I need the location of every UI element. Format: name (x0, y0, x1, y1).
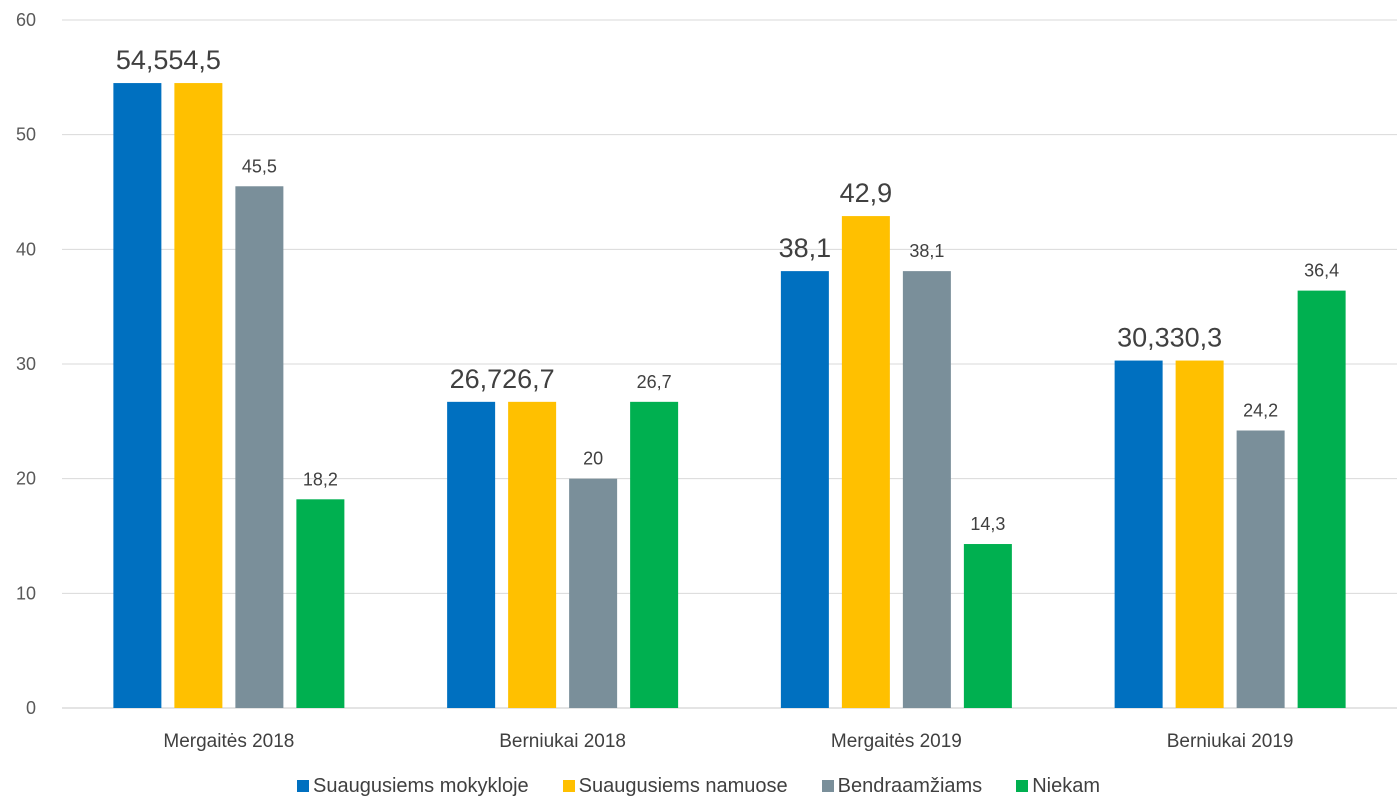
bar (113, 83, 162, 709)
y-tick-label: 10 (16, 583, 36, 603)
data-label: 45,5 (242, 156, 277, 176)
data-label: 24,2 (1243, 401, 1278, 421)
legend-label: Suaugusiems namuose (578, 774, 788, 797)
bar (902, 271, 951, 708)
legend-label: Bendraamžiams (837, 774, 983, 797)
legend-swatch (562, 780, 575, 792)
data-label: 36,4 (1304, 261, 1339, 281)
data-label: 20 (583, 449, 603, 469)
data-labels: 54,5 54,545,518,226,7 26,72026,738,142,938… (116, 45, 1339, 534)
data-label: 54,5 (116, 45, 169, 75)
bar (569, 478, 618, 708)
bar (630, 401, 679, 708)
bar (296, 499, 345, 708)
bar (174, 83, 223, 709)
y-tick-label: 30 (16, 354, 36, 374)
legend-item: Niekam (1016, 775, 1100, 798)
x-category-label: Berniukai 2018 (499, 731, 626, 752)
y-tick-label: 60 (16, 10, 36, 30)
bar (841, 216, 890, 708)
data-label: 54,5 (168, 45, 221, 75)
legend-swatch (297, 780, 309, 792)
bar (780, 271, 829, 708)
legend-item: Suaugusiems mokykloje (297, 775, 529, 798)
legend: Suaugusiems mokykloje Suaugusiems namuose… (0, 772, 1397, 800)
bar (235, 186, 284, 708)
data-label: 18,2 (303, 469, 338, 489)
x-axis: Mergaitės 2018 Berniukai 2018 Mergaitės 20… (163, 731, 1293, 752)
data-label: 38,1 (779, 233, 832, 263)
x-category-label: Mergaitės 2018 (163, 731, 294, 752)
x-category-label: Berniukai 2019 (1167, 731, 1294, 752)
legend-item: Bendraamžiams (821, 774, 983, 798)
data-label: 26,7 (502, 364, 555, 394)
legend-item: Suaugusiems namuose (562, 774, 788, 798)
bar (508, 401, 557, 708)
bar (963, 544, 1012, 708)
bar (1114, 360, 1163, 708)
y-tick-label: 50 (16, 125, 36, 145)
y-tick-label: 40 (16, 239, 36, 259)
bar (1297, 290, 1346, 708)
data-label: 26,7 (637, 372, 672, 392)
data-label: 42,9 (840, 178, 893, 208)
y-axis: 0 10 20 30 40 50 60 (16, 10, 36, 718)
data-label: 14,3 (970, 514, 1005, 534)
data-label: 38,1 (909, 241, 944, 261)
bar (1175, 360, 1224, 708)
legend-swatch (821, 780, 834, 792)
bar (447, 401, 496, 708)
data-label: 30,3 (1117, 323, 1170, 353)
legend-label: Niekam (1032, 774, 1100, 797)
gridlines (62, 19, 1397, 709)
bars (113, 83, 1346, 709)
data-label: 30,3 (1170, 323, 1223, 353)
bar (1236, 430, 1285, 708)
x-category-label: Mergaitės 2019 (831, 731, 962, 752)
legend-swatch (1016, 780, 1029, 792)
y-tick-label: 20 (16, 469, 36, 489)
legend-label: Suaugusiems mokykloje (313, 774, 529, 797)
y-tick-label: 0 (26, 698, 36, 718)
data-label: 26,7 (450, 364, 503, 394)
